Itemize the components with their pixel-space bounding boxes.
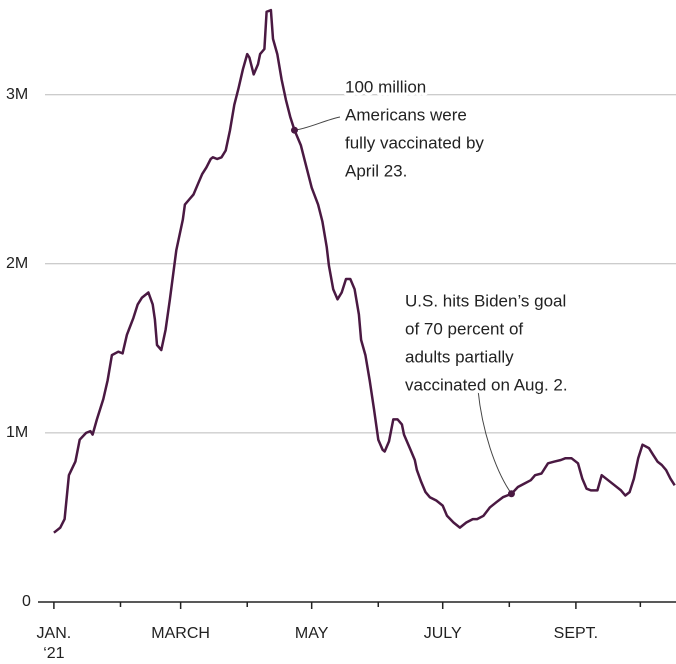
x-tick-label-line: JAN.	[37, 625, 72, 642]
annotation-text: vaccinated on Aug. 2.	[405, 375, 568, 394]
annotation-text: April 23.	[345, 161, 407, 180]
leader-line	[477, 389, 512, 495]
annotation-text: 100 million	[345, 77, 426, 96]
x-tick-label: SEPT.	[554, 625, 598, 642]
x-tick-label-line: ‘21	[43, 645, 64, 662]
y-tick-label: 0	[22, 593, 31, 610]
annotation-text: adults partially	[405, 347, 514, 366]
x-tick-label: MAY	[295, 625, 329, 642]
annotation-point	[290, 126, 298, 134]
annotation-text: U.S. hits Biden’s goal	[405, 291, 566, 310]
annotation-text: fully vaccinated by	[345, 133, 484, 152]
annotation-point	[507, 490, 515, 498]
y-tick-label: 2M	[6, 255, 28, 272]
data-line	[53, 8, 676, 534]
x-tick-label: MARCH	[151, 625, 210, 642]
x-tick-label: JAN. ‘21	[37, 625, 72, 662]
annotation-text: Americans were	[345, 105, 467, 124]
leader-line	[294, 116, 341, 131]
y-tick-label: 1M	[6, 424, 28, 441]
annotation-text: of 70 percent of	[405, 319, 523, 338]
x-tick-label: JULY	[424, 625, 462, 642]
y-tick-label: 3M	[6, 86, 28, 103]
